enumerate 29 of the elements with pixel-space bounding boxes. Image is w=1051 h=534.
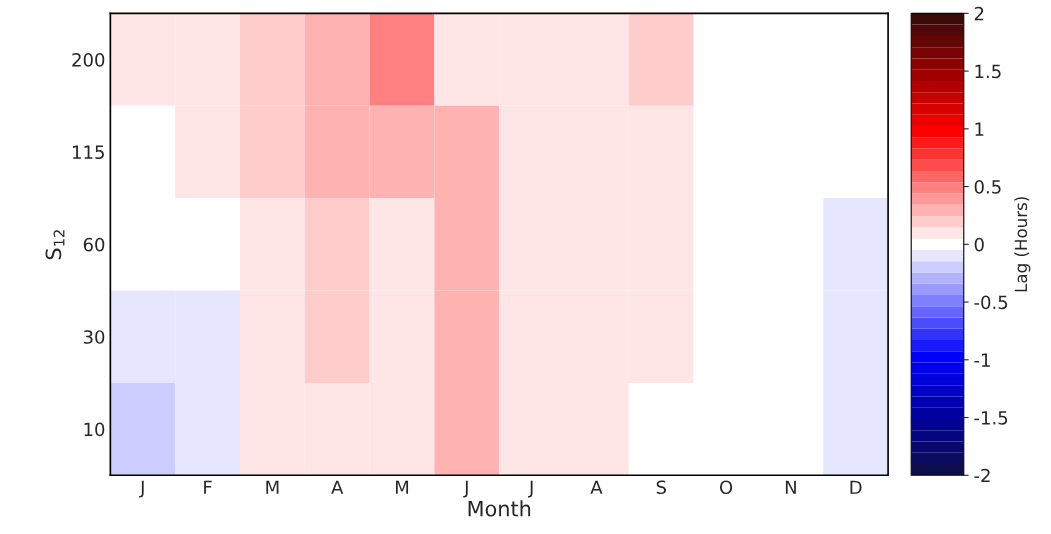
x-tick-label: D bbox=[850, 480, 862, 494]
color-bar-label: 2 bbox=[974, 6, 984, 21]
color-bar-label: 1 bbox=[975, 122, 984, 136]
y-tick-label: 10 bbox=[84, 422, 105, 437]
x-tick-label: M bbox=[395, 480, 409, 494]
y-tick-label: 30 bbox=[83, 330, 105, 344]
x-tick-label: A bbox=[590, 480, 603, 494]
x-tick-label: O bbox=[719, 480, 733, 495]
x-tick-label: F bbox=[204, 480, 212, 494]
x-tick-label: A bbox=[331, 480, 344, 494]
y-tick-label: 200 bbox=[72, 53, 105, 67]
color-bar-label: -1 bbox=[974, 353, 990, 367]
color-bar-label: 1.5 bbox=[975, 64, 1001, 79]
color-bar-label: 0 bbox=[974, 237, 984, 252]
y-axis-title: S$_{12}$ bbox=[45, 230, 65, 260]
color-bar-label: -1.5 bbox=[974, 411, 1008, 425]
color-bar-title: Lag (Hours) bbox=[1014, 197, 1031, 292]
x-tick-label: M bbox=[266, 480, 279, 494]
y-tick-label: 115 bbox=[73, 145, 104, 160]
color-bar-label: -2 bbox=[974, 468, 990, 483]
x-tick-label: N bbox=[785, 480, 796, 494]
color-bar-label: 0.5 bbox=[974, 180, 1001, 194]
x-axis-title: Month bbox=[468, 500, 531, 517]
x-tick-label: J bbox=[528, 480, 533, 498]
x-tick-label: S bbox=[656, 480, 666, 495]
x-tick-label: J bbox=[139, 480, 144, 498]
x-tick-label: J bbox=[463, 480, 468, 498]
color-bar-label: -0.5 bbox=[974, 295, 1008, 310]
y-tick-label: 60 bbox=[83, 237, 105, 252]
